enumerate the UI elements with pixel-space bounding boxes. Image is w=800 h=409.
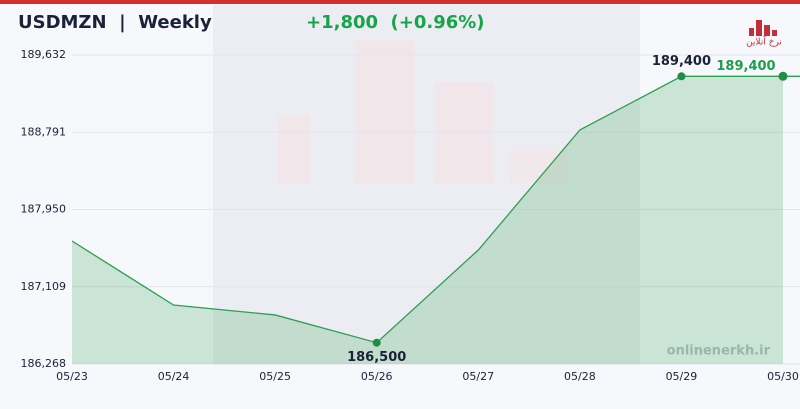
value-label: 189,400	[652, 54, 711, 69]
value-label: 189,400	[716, 59, 775, 74]
x-tick-label: 05/28	[564, 370, 596, 383]
y-tick-label: 189,632	[21, 48, 67, 61]
x-tick-label: 05/23	[56, 370, 88, 383]
x-tick-label: 05/29	[666, 370, 698, 383]
logo-text: نرخ آنلاین	[746, 36, 782, 48]
top-bar	[0, 0, 800, 4]
watermark: onlinenerkh.ir	[667, 344, 771, 359]
point	[677, 72, 686, 81]
x-tick-label: 05/30	[767, 370, 799, 383]
x-tick-label: 05/25	[259, 370, 291, 383]
highlight-band	[213, 5, 640, 364]
chart-title: USDMZN | Weekly	[18, 12, 212, 33]
point	[778, 71, 788, 81]
logo	[749, 20, 777, 36]
x-tick-label: 05/27	[462, 370, 494, 383]
y-tick-label: 186,268	[21, 357, 67, 370]
y-tick-label: 188,791	[21, 125, 67, 138]
x-tick-label: 05/24	[158, 370, 190, 383]
line	[71, 75, 783, 344]
point	[372, 338, 381, 347]
y-tick-label: 187,950	[21, 203, 67, 216]
area	[72, 76, 783, 364]
y-tick-label: 187,109	[21, 280, 67, 293]
change: +1,800 (+0.96%)	[306, 12, 485, 33]
value-label: 186,500	[347, 350, 406, 365]
x-tick-label: 05/26	[361, 370, 393, 383]
